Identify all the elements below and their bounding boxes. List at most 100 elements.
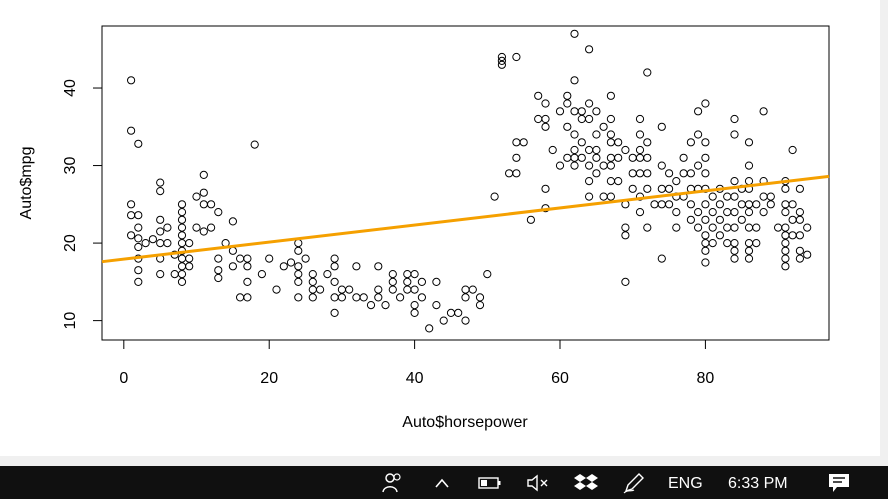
data-point bbox=[417, 277, 426, 286]
data-point bbox=[156, 227, 165, 236]
data-point bbox=[330, 293, 339, 302]
data-point bbox=[279, 262, 288, 271]
data-point bbox=[752, 200, 761, 209]
data-point bbox=[330, 308, 339, 317]
data-point bbox=[127, 126, 136, 135]
data-point bbox=[410, 301, 419, 310]
data-point bbox=[592, 130, 601, 139]
data-point bbox=[308, 270, 317, 279]
data-point bbox=[708, 223, 717, 232]
x-tick-label: 60 bbox=[551, 370, 569, 387]
data-point bbox=[483, 270, 492, 279]
data-point bbox=[127, 200, 136, 209]
language-indicator[interactable]: ENG bbox=[668, 475, 703, 492]
data-point bbox=[265, 254, 274, 263]
data-point bbox=[214, 254, 223, 263]
data-point bbox=[628, 169, 637, 178]
data-point bbox=[555, 161, 565, 170]
data-point bbox=[657, 184, 666, 193]
data-point bbox=[744, 254, 754, 263]
data-point bbox=[134, 223, 143, 232]
data-point bbox=[795, 208, 805, 217]
data-point bbox=[236, 254, 245, 263]
data-point bbox=[534, 114, 543, 124]
data-point bbox=[570, 153, 579, 162]
data-point bbox=[461, 293, 470, 302]
data-point bbox=[345, 285, 354, 294]
data-point bbox=[686, 215, 696, 224]
data-point bbox=[134, 277, 143, 286]
data-point bbox=[635, 192, 645, 201]
data-point bbox=[766, 192, 775, 201]
data-point bbox=[461, 285, 470, 294]
battery-icon[interactable] bbox=[476, 471, 504, 495]
data-point bbox=[177, 277, 187, 286]
data-point bbox=[730, 130, 739, 139]
data-point bbox=[614, 138, 623, 147]
data-point bbox=[795, 215, 805, 224]
data-point bbox=[454, 308, 463, 317]
data-point bbox=[730, 239, 739, 248]
chevron-up-icon[interactable] bbox=[430, 471, 454, 495]
data-point bbox=[614, 153, 623, 162]
data-point bbox=[301, 254, 310, 263]
data-point bbox=[650, 200, 659, 209]
people-icon[interactable] bbox=[378, 471, 406, 495]
data-point bbox=[781, 239, 790, 248]
data-point bbox=[505, 169, 514, 178]
dropbox-icon[interactable] bbox=[572, 471, 600, 495]
y-axis: 10 20 30 40 bbox=[62, 79, 103, 330]
data-point bbox=[156, 239, 165, 248]
data-point bbox=[134, 242, 143, 252]
data-point bbox=[563, 153, 572, 162]
data-point bbox=[599, 161, 608, 170]
data-point bbox=[570, 161, 579, 170]
data-point bbox=[403, 277, 412, 286]
data-point bbox=[752, 223, 761, 232]
data-point bbox=[563, 122, 572, 131]
data-point bbox=[737, 200, 746, 209]
clock[interactable]: 6:33 PM bbox=[728, 475, 788, 492]
data-point bbox=[177, 270, 187, 279]
data-point bbox=[163, 223, 172, 232]
data-point bbox=[512, 153, 521, 162]
pen-icon[interactable] bbox=[620, 471, 648, 495]
data-point bbox=[577, 153, 586, 162]
data-point bbox=[657, 200, 666, 209]
data-point bbox=[352, 262, 361, 271]
data-point bbox=[185, 262, 194, 271]
data-point bbox=[308, 277, 317, 286]
data-point bbox=[156, 178, 165, 187]
data-point bbox=[410, 270, 419, 279]
data-point bbox=[701, 169, 710, 178]
data-point bbox=[374, 285, 383, 294]
volume-muted-icon[interactable] bbox=[524, 471, 552, 495]
data-point bbox=[585, 161, 594, 170]
y-tick-label: 20 bbox=[62, 234, 79, 252]
data-point bbox=[723, 192, 732, 201]
data-point bbox=[635, 208, 645, 217]
notification-icon[interactable] bbox=[824, 471, 854, 495]
data-point bbox=[621, 145, 630, 155]
data-point bbox=[127, 211, 136, 220]
data-point bbox=[781, 223, 790, 232]
data-point bbox=[730, 208, 739, 217]
data-point bbox=[643, 169, 652, 178]
data-point bbox=[701, 231, 710, 240]
data-point bbox=[744, 223, 754, 232]
data-point bbox=[730, 177, 739, 186]
data-point bbox=[701, 239, 710, 248]
y-axis-label: Auto$mpg bbox=[18, 147, 35, 220]
data-point bbox=[781, 246, 790, 255]
data-point bbox=[570, 130, 579, 139]
data-point bbox=[177, 208, 187, 217]
data-point bbox=[585, 99, 594, 108]
data-point bbox=[177, 231, 187, 240]
data-point bbox=[497, 52, 506, 62]
data-point bbox=[236, 293, 245, 302]
data-point bbox=[715, 200, 725, 209]
data-point bbox=[759, 192, 768, 201]
data-point bbox=[643, 153, 652, 162]
data-point bbox=[214, 266, 223, 275]
data-point bbox=[701, 215, 710, 224]
